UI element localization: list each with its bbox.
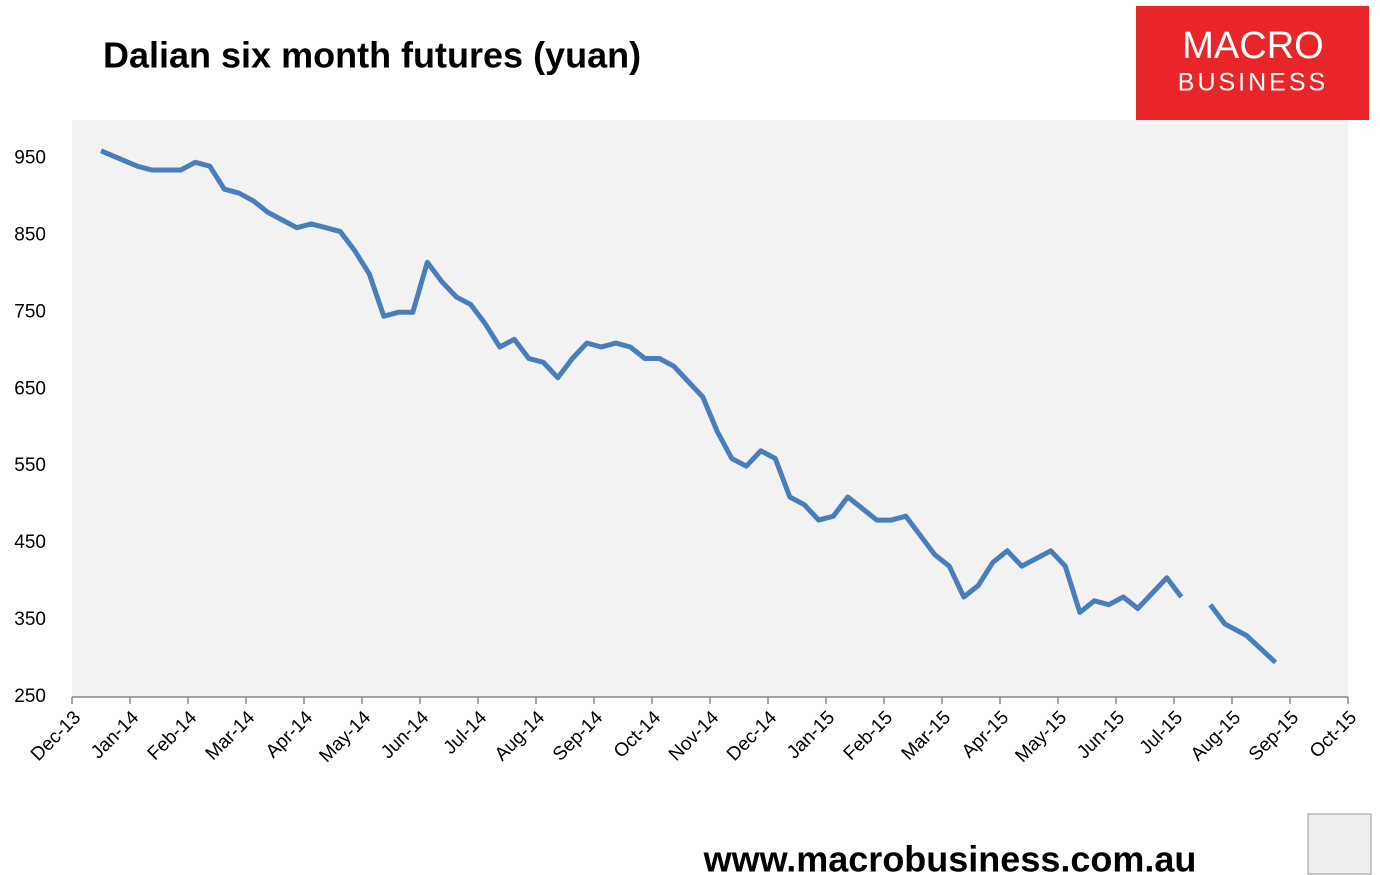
data-line xyxy=(100,148,1278,665)
footer-url: www.macrobusiness.com.au xyxy=(703,839,1197,875)
x-tick-label: Jun-15 xyxy=(1073,707,1129,763)
x-tick-label: Dec-14 xyxy=(723,707,781,765)
x-tick-label: Aug-14 xyxy=(491,707,549,765)
x-tick-label: Apr-14 xyxy=(262,707,317,762)
y-tick-label: 550 xyxy=(14,455,46,476)
x-tick-label: Sep-15 xyxy=(1245,707,1303,765)
brand-logo xyxy=(1136,6,1369,120)
x-tick-label: Jul-15 xyxy=(1136,707,1187,758)
x-tick-label: Aug-15 xyxy=(1187,707,1245,765)
y-tick-label: 850 xyxy=(14,224,46,245)
x-tick-label: Oct-15 xyxy=(1306,707,1361,762)
x-tick-label: Jan-15 xyxy=(783,707,839,763)
y-tick-label: 650 xyxy=(14,378,46,399)
x-tick-label: May-15 xyxy=(1011,707,1071,767)
x-tick-label: May-14 xyxy=(315,707,375,767)
x-tick-label: Mar-14 xyxy=(202,707,260,765)
x-tick-label: Oct-14 xyxy=(610,707,665,762)
x-tick-label: Mar-15 xyxy=(898,707,955,764)
y-tick-label: 750 xyxy=(14,301,46,322)
x-tick-label: Sep-14 xyxy=(549,707,607,765)
brand-line2: BUSINESS xyxy=(1178,69,1328,97)
y-tick-label: 450 xyxy=(14,532,46,553)
chart-title: Dalian six month futures (yuan) xyxy=(103,35,641,76)
y-tick-label: 250 xyxy=(14,686,46,707)
x-tick-label: Apr-15 xyxy=(958,707,1013,762)
fox-icon xyxy=(1307,813,1372,875)
y-tick-label: 350 xyxy=(14,609,46,630)
y-tick-label: 950 xyxy=(14,147,46,168)
x-tick-label: Dec-13 xyxy=(27,707,85,765)
x-tick-label: Jul-14 xyxy=(440,707,492,759)
x-tick-label: Nov-14 xyxy=(665,707,723,765)
x-tick-label: Jan-14 xyxy=(87,707,143,763)
x-tick-label: Feb-14 xyxy=(144,707,202,765)
brand-line1: MACRO xyxy=(1182,25,1323,67)
x-tick-label: Jun-14 xyxy=(377,707,433,763)
x-tick-label: Feb-15 xyxy=(840,707,897,764)
